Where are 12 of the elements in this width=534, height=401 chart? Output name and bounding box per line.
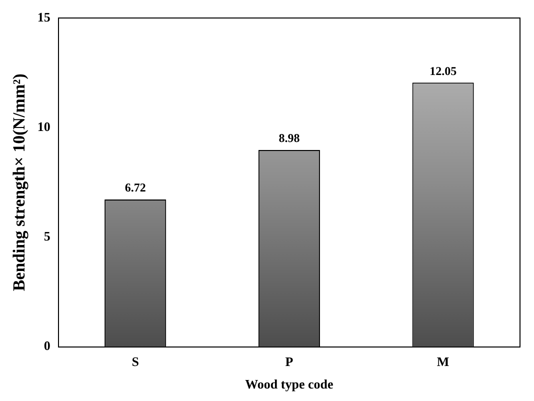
data-label: 12.05 bbox=[430, 64, 457, 78]
y-tick-label: 5 bbox=[44, 228, 51, 244]
data-label: 8.98 bbox=[278, 131, 300, 146]
y-axis-title: Bending strength× 10(N/mm²) bbox=[10, 74, 29, 292]
x-tick-label: S bbox=[132, 354, 139, 369]
y-tick-label: 0 bbox=[44, 338, 50, 354]
y-tick-label: 15 bbox=[37, 9, 51, 24]
x-tick-label: M bbox=[436, 354, 450, 369]
x-tick-label: P bbox=[285, 354, 294, 369]
x-axis-title: Wood type code bbox=[245, 376, 334, 392]
data-label: 6.72 bbox=[124, 180, 146, 195]
y-tick-label: 10 bbox=[37, 118, 50, 134]
